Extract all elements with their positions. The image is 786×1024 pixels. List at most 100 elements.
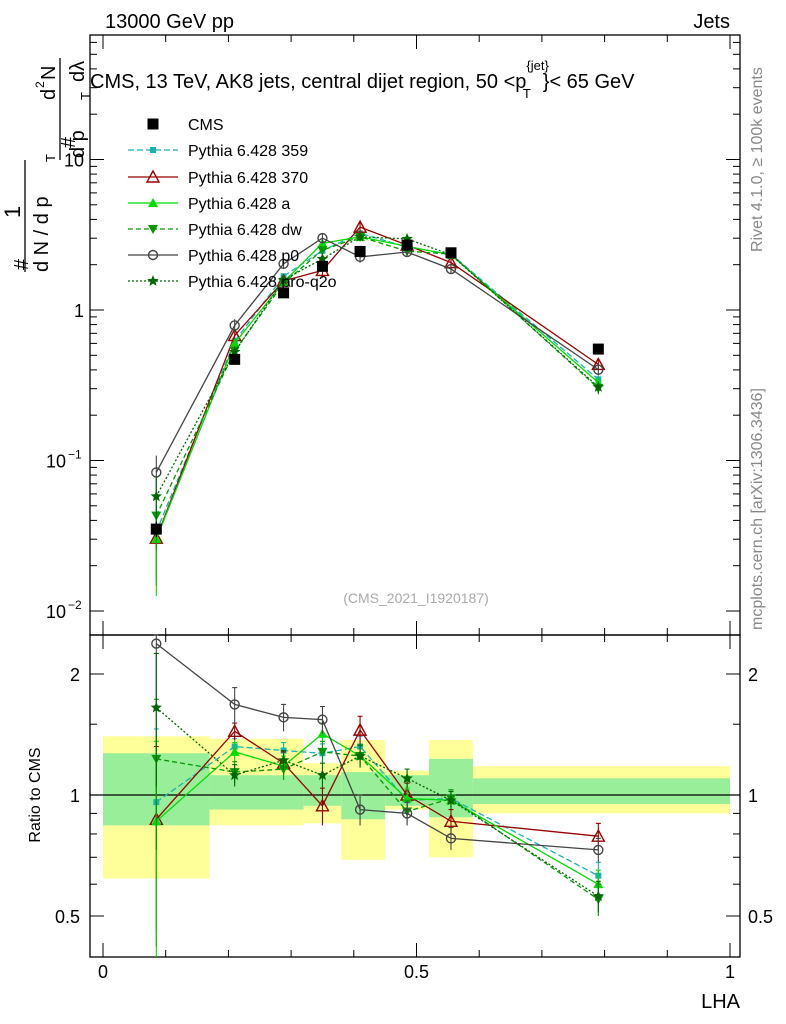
series-line-pythia-6-428-pro-q2o bbox=[155, 236, 599, 497]
cms-data-point bbox=[316, 260, 328, 272]
legend-label-cms: CMS bbox=[188, 117, 224, 134]
ratio-point-pythia-6-428-pro-q2o bbox=[445, 794, 457, 806]
series-line-pythia-6-428-370 bbox=[155, 226, 599, 539]
cms-data-point bbox=[229, 353, 241, 365]
series-point-pythia-6-428-p0 bbox=[317, 232, 328, 244]
legend-label-pythia-6-428-a: Pythia 6.428 a bbox=[188, 196, 290, 213]
ratio-point-pythia-6-428-p0 bbox=[445, 833, 457, 844]
cms-data-point bbox=[354, 245, 366, 257]
chart-title-pre: CMS, 13 TeV, AK8 jets, central dijet reg… bbox=[90, 71, 526, 93]
y-label-dpt-sub: T bbox=[78, 92, 93, 100]
legend-label-pythia-6-428-dw: Pythia 6.428 dw bbox=[188, 222, 302, 239]
y-tick-label: 1 bbox=[74, 301, 84, 321]
ratio-band-inner bbox=[209, 775, 304, 810]
ratio-line-pythia-6-428-p0 bbox=[155, 643, 599, 851]
ratio-point-pythia-6-428-p0 bbox=[229, 699, 240, 710]
ratio-uncertainty-bands bbox=[90, 736, 740, 879]
ratio-tick-label-left: 2 bbox=[70, 665, 80, 685]
ratio-line-pythia-6-428-a bbox=[155, 733, 599, 885]
series-point-pythia-6-428-dw bbox=[317, 246, 328, 256]
rivet-label: Rivet 4.1.0, ≥ 100k events bbox=[749, 67, 766, 252]
chart-title-post: }< 65 GeV bbox=[543, 71, 635, 93]
chart-title: CMS, 13 TeV, AK8 jets, central dijet reg… bbox=[90, 58, 635, 101]
y-tick-label: 10 bbox=[46, 452, 66, 472]
y-tick-label: 10 bbox=[64, 151, 84, 171]
chart-title-sub: T bbox=[523, 86, 531, 101]
ratio-band-inner bbox=[472, 778, 730, 804]
series-point-pythia-6-428-pro-q2o bbox=[354, 230, 366, 242]
series-point-pythia-6-428-p0 bbox=[278, 258, 289, 269]
legend-label-pythia-6-428-370: Pythia 6.428 370 bbox=[188, 170, 308, 187]
ratio-point-pythia-6-428-p0 bbox=[278, 712, 289, 723]
ratio-point-pythia-6-428-p0 bbox=[151, 638, 162, 649]
legend-label-pythia-6-428-359: Pythia 6.428 359 bbox=[188, 143, 308, 160]
y-label-dpt: d p bbox=[67, 130, 89, 158]
main-series-group bbox=[149, 219, 606, 596]
ratio-point-pythia-6-428-370 bbox=[352, 722, 368, 736]
ratio-point-pythia-6-428-p0 bbox=[593, 844, 604, 856]
y-tick-label: 10 bbox=[46, 602, 66, 622]
y-axis-label: # 1 d N / d p T # d 2 N d p T dλ bbox=[0, 58, 93, 272]
y-label-denominator: d N / d p bbox=[31, 196, 53, 272]
legend-marker-pythia-6-428-p0 bbox=[147, 249, 159, 261]
legend: CMS Pythia 6.428 359 Pythia 6.428 370 Pythi… bbox=[128, 117, 337, 291]
x-tick-label: 0 bbox=[98, 962, 108, 982]
ratio-point-pythia-6-428-a bbox=[229, 746, 240, 756]
ratio-line-pythia-6-428-370 bbox=[155, 728, 599, 837]
ratio-point-pythia-6-428-pro-q2o bbox=[150, 701, 162, 713]
cms-data-point bbox=[401, 239, 413, 251]
legend-marker-pythia-6-428-dw bbox=[148, 225, 158, 234]
cms-data-point bbox=[150, 523, 162, 535]
series-line-pythia-6-428-dw bbox=[155, 236, 599, 516]
energy-label: 13000 GeV pp bbox=[105, 11, 234, 33]
ratio-tick-label-right: 2 bbox=[748, 665, 758, 685]
y-label-dlambda: dλ bbox=[67, 61, 89, 82]
series-point-pythia-6-428-pro-q2o bbox=[316, 252, 329, 264]
legend-marker-pythia-6-428-pro-q2o bbox=[147, 275, 159, 286]
ratio-point-pythia-6-428-p0 bbox=[401, 808, 413, 819]
ratio-point-pythia-6-428-370 bbox=[443, 813, 459, 828]
ratio-tick-label-right: 1 bbox=[748, 786, 758, 806]
cms-data-point bbox=[445, 247, 457, 259]
ratio-tick-label-left: 0.5 bbox=[55, 907, 80, 927]
y-tick-exponent: −1 bbox=[68, 448, 82, 462]
ratio-point-pythia-6-428-370 bbox=[315, 798, 330, 812]
y-label-numerator-hash: # bbox=[11, 258, 33, 270]
y-label-numerator2-hash: # bbox=[58, 136, 80, 148]
category-label: Jets bbox=[693, 11, 730, 33]
ratio-point-pythia-6-428-p0 bbox=[317, 714, 328, 725]
ratio-point-pythia-6-428-370 bbox=[227, 723, 242, 738]
x-axis-label: LHA bbox=[701, 991, 741, 1013]
ratio-point-pythia-6-428-pro-q2o bbox=[229, 769, 241, 781]
legend-label-pythia-6-428-p0: Pythia 6.428 p0 bbox=[188, 248, 299, 265]
x-tick-label: 1 bbox=[725, 962, 735, 982]
ratio-point-pythia-6-428-p0 bbox=[354, 804, 366, 815]
series-point-pythia-6-428-pro-q2o bbox=[150, 490, 162, 502]
y-label-denominator-sub: T bbox=[43, 154, 58, 162]
ratio-plot-frame bbox=[89, 634, 741, 958]
legend-label-pythia-6-428-pro-q2o: Pythia 6.428 pro-q2o bbox=[188, 274, 337, 291]
series-point-pythia-6-428-pro-q2o bbox=[401, 232, 413, 244]
y-label-one: 1 bbox=[0, 206, 25, 218]
ratio-line-pythia-6-428-pro-q2o bbox=[155, 707, 599, 897]
ratio-tick-label-right: 0.5 bbox=[748, 907, 773, 927]
series-point-pythia-6-428-a bbox=[229, 338, 240, 348]
mcplots-label: mcplots.cern.ch [arXiv:1306.3436] bbox=[749, 388, 766, 630]
ratio-point-pythia-6-428-pro-q2o bbox=[592, 890, 604, 902]
y-label-n: N bbox=[38, 66, 60, 80]
ratio-y-axis-label: Ratio to CMS bbox=[27, 747, 44, 842]
chart-title-sup: {jet} bbox=[526, 58, 549, 73]
ratio-point-pythia-6-428-pro-q2o bbox=[354, 750, 366, 761]
analysis-watermark: (CMS_2021_I1920187) bbox=[343, 590, 489, 606]
legend-marker-pythia-6-428-370 bbox=[145, 169, 161, 183]
legend-marker-pythia-6-428-a bbox=[148, 198, 158, 207]
legend-marker-cms bbox=[147, 118, 159, 130]
series-point-pythia-6-428-p0 bbox=[445, 263, 457, 275]
legend-marker-pythia-6-428-359 bbox=[150, 147, 156, 153]
ratio-point-pythia-6-428-dw bbox=[317, 747, 328, 757]
ratio-point-pythia-6-428-pro-q2o bbox=[316, 769, 329, 781]
y-label-squared: 2 bbox=[33, 81, 47, 88]
cms-data-point bbox=[592, 343, 604, 355]
ratio-tick-label-left: 1 bbox=[70, 786, 80, 806]
